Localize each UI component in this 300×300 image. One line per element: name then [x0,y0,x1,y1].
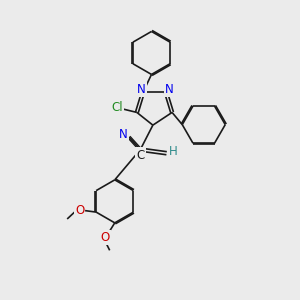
Text: C: C [136,148,144,161]
Text: H: H [169,145,178,158]
Text: Cl: Cl [112,100,123,113]
Text: O: O [75,204,84,217]
Text: N: N [119,128,128,141]
Text: N: N [165,83,174,96]
Text: O: O [100,231,110,244]
Text: N: N [137,83,146,96]
